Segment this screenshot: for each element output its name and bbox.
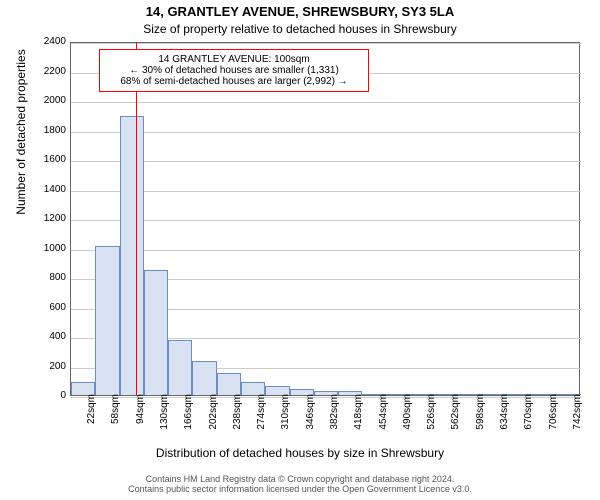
x-tick-label: 706sqm [548,394,559,444]
plot-area: 14 GRANTLEY AVENUE: 100sqm← 30% of detac… [70,42,580,396]
gridline [71,220,581,221]
histogram-bar [192,361,216,395]
x-tick-label: 94sqm [135,394,146,444]
x-tick-label: 526sqm [426,394,437,444]
x-tick-label: 418sqm [353,394,364,444]
y-tick-label: 800 [28,272,66,283]
annotation-box: 14 GRANTLEY AVENUE: 100sqm← 30% of detac… [99,49,369,92]
x-tick-label: 670sqm [523,394,534,444]
chart-title-line1: 14, GRANTLEY AVENUE, SHREWSBURY, SY3 5LA [0,4,600,19]
x-tick-label: 166sqm [183,394,194,444]
gridline [71,132,581,133]
x-tick-label: 130sqm [159,394,170,444]
y-tick-label: 200 [28,361,66,372]
annotation-line: 68% of semi-detached houses are larger (… [108,76,360,87]
footer-attribution: Contains HM Land Registry data © Crown c… [0,474,600,494]
x-tick-label: 634sqm [499,394,510,444]
y-tick-label: 1800 [28,125,66,136]
annotation-line: ← 30% of detached houses are smaller (1,… [108,65,360,76]
y-tick-label: 2000 [28,95,66,106]
histogram-bar [144,270,168,395]
annotation-line: 14 GRANTLEY AVENUE: 100sqm [108,54,360,65]
histogram-bar [120,116,144,395]
x-tick-label: 274sqm [256,394,267,444]
gridline [71,43,581,44]
x-tick-label: 238sqm [232,394,243,444]
y-tick-label: 1000 [28,243,66,254]
y-tick-label: 600 [28,302,66,313]
x-tick-label: 742sqm [572,394,583,444]
x-tick-label: 454sqm [378,394,389,444]
histogram-bar [241,382,265,395]
histogram-bar [217,373,241,395]
y-tick-label: 1400 [28,184,66,195]
x-tick-label: 202sqm [208,394,219,444]
x-tick-label: 346sqm [305,394,316,444]
histogram-bar [95,246,119,395]
histogram-bar [71,382,95,395]
x-tick-label: 490sqm [402,394,413,444]
x-tick-label: 382sqm [329,394,340,444]
footer-line1: Contains HM Land Registry data © Crown c… [0,474,600,484]
chart-container: 14, GRANTLEY AVENUE, SHREWSBURY, SY3 5LA… [0,0,600,500]
y-tick-label: 1200 [28,213,66,224]
gridline [71,250,581,251]
x-tick-label: 22sqm [86,394,97,444]
x-tick-label: 562sqm [450,394,461,444]
y-tick-label: 2200 [28,66,66,77]
y-tick-label: 0 [28,390,66,401]
footer-line2: Contains public sector information licen… [0,484,600,494]
gridline [71,191,581,192]
y-tick-label: 400 [28,331,66,342]
gridline [71,102,581,103]
chart-title-line2: Size of property relative to detached ho… [0,22,600,36]
x-tick-label: 58sqm [110,394,121,444]
y-tick-label: 2400 [28,36,66,47]
x-tick-label: 598sqm [475,394,486,444]
x-tick-label: 310sqm [280,394,291,444]
histogram-bar [168,340,192,395]
y-axis-label: Number of detached properties [14,0,28,309]
marker-line [136,43,137,395]
y-tick-label: 1600 [28,154,66,165]
gridline [71,161,581,162]
x-axis-label: Distribution of detached houses by size … [0,446,600,460]
